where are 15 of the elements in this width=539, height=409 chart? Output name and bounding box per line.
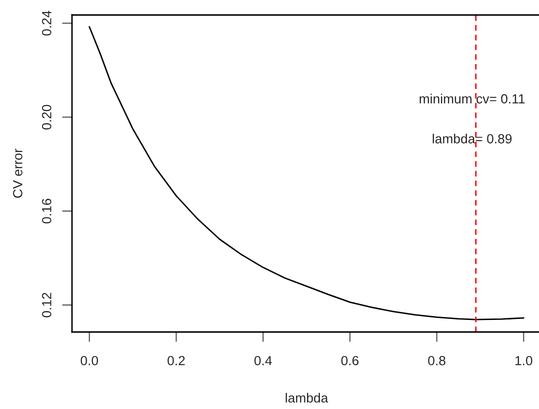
x-tick-label: 0.0: [80, 356, 98, 366]
y-axis-title: CV error: [13, 148, 22, 198]
y-tick-label: 0.16: [42, 198, 52, 224]
x-tick-label: 0.4: [254, 356, 272, 366]
x-axis-title: lambda: [286, 392, 328, 403]
x-tick-label: 1.0: [515, 356, 532, 366]
x-tick-label: 0.8: [428, 356, 446, 366]
y-tick-label: 0.20: [42, 104, 52, 130]
y-tick-label: 0.12: [42, 292, 52, 318]
x-tick-label: 0.6: [341, 356, 359, 366]
x-tick-label: 0.2: [168, 356, 185, 366]
annotation: minimum cv= 0.11: [420, 94, 525, 104]
y-tick-label: 0.24: [42, 10, 52, 36]
annotation: lambda= 0.89: [432, 134, 512, 144]
line-series: [88, 26, 524, 320]
